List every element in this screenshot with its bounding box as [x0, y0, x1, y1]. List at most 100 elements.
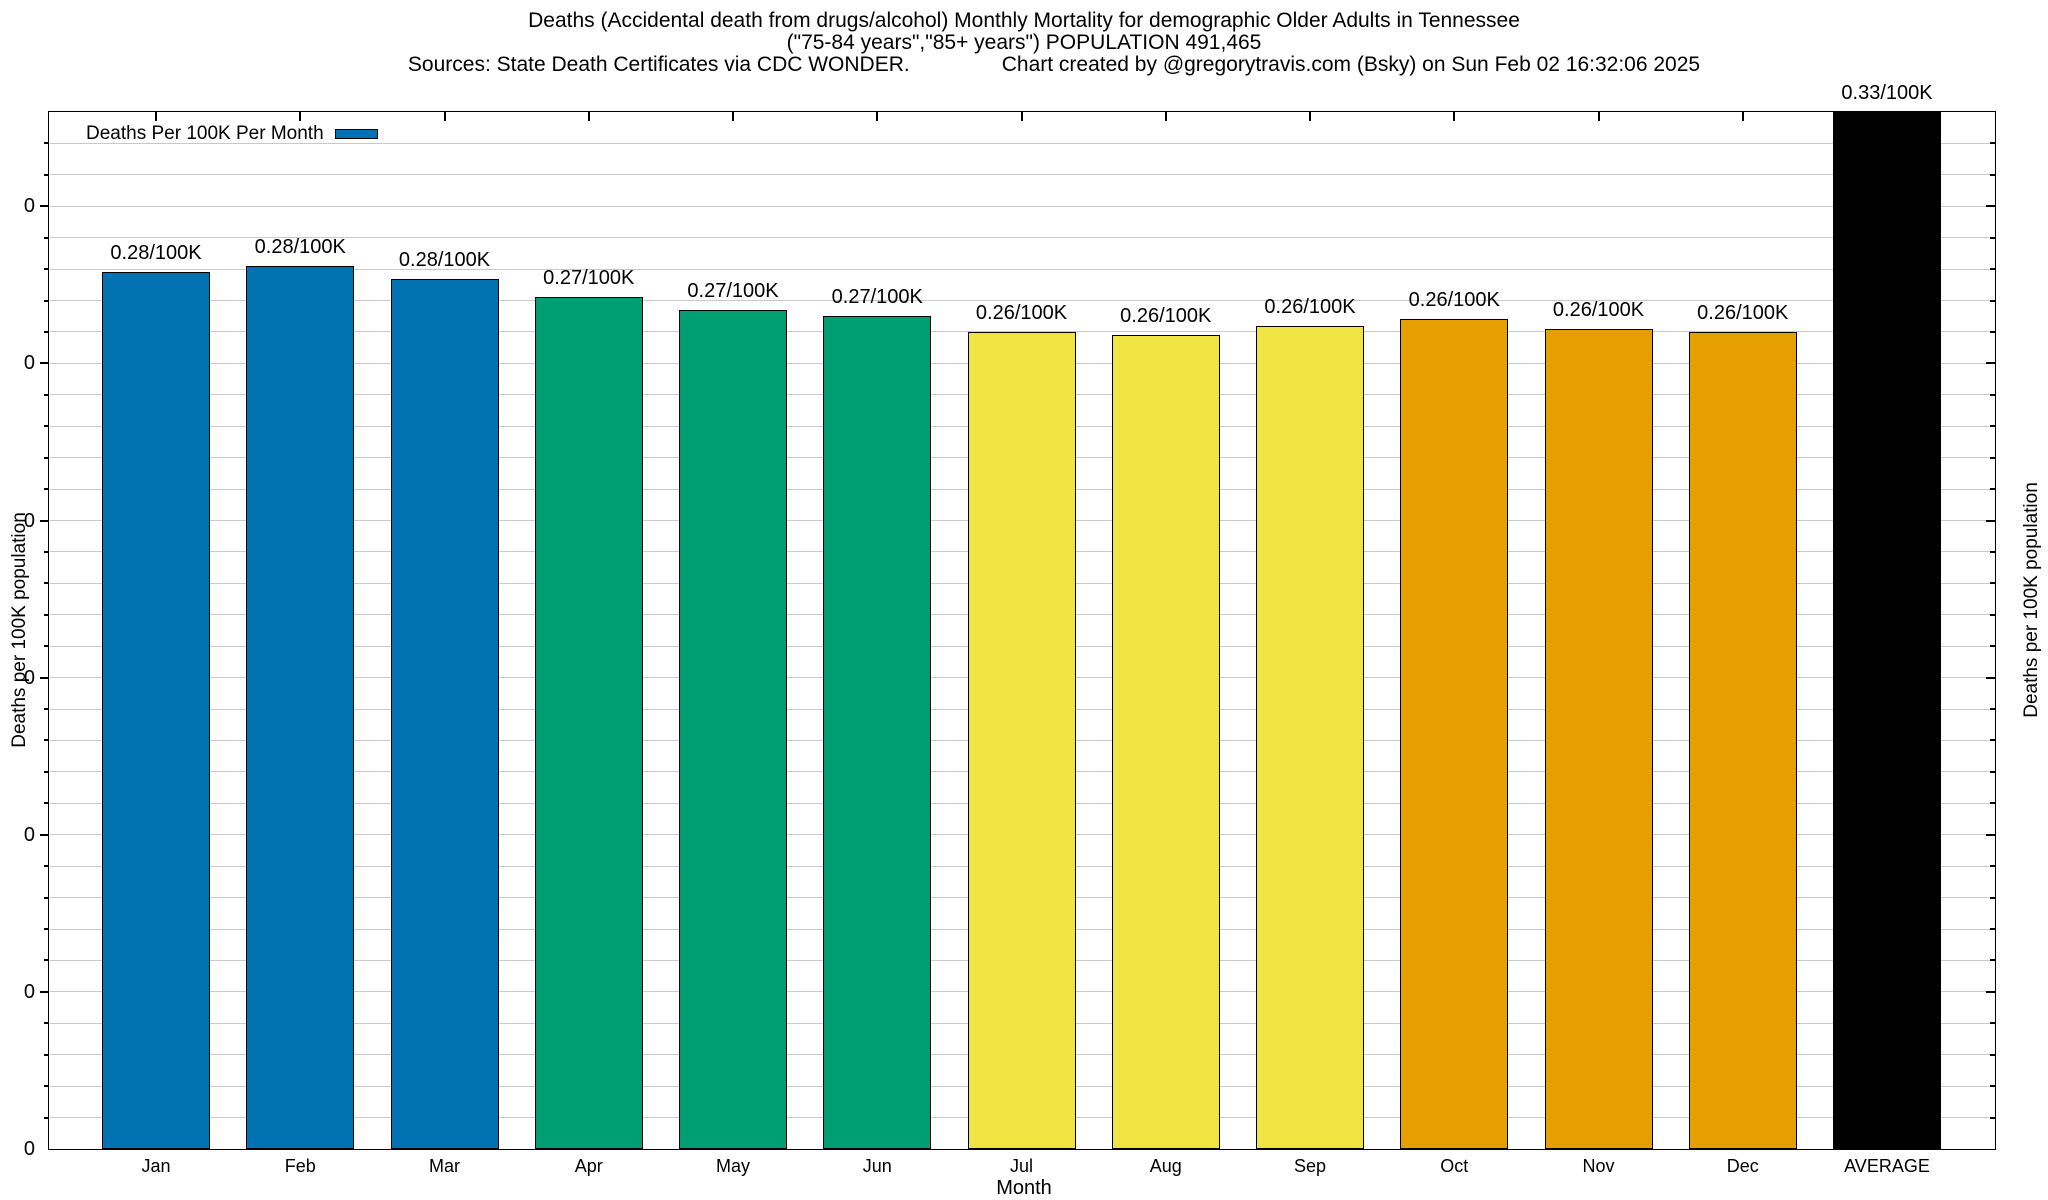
- y-minor-tick-left: [44, 488, 49, 491]
- y-minor-tick-left: [44, 802, 49, 805]
- bar-mar: [390, 278, 499, 1149]
- y-minor-tick-right: [1990, 708, 1995, 711]
- y-minor-tick-right: [1990, 739, 1995, 742]
- y-minor-tick-right: [1990, 299, 1995, 302]
- x-top-tick: [1309, 112, 1311, 121]
- x-tick-label-average: AVERAGE: [1844, 1156, 1930, 1176]
- y-minor-tick-right: [1990, 802, 1995, 805]
- y-gridline: [50, 237, 1994, 239]
- y-minor-tick-left: [44, 865, 49, 868]
- y-gridline: [50, 205, 1994, 207]
- y-minor-tick-left: [44, 173, 49, 176]
- x-tick-label-jul: Jul: [1009, 1156, 1033, 1176]
- y-gridline: [50, 300, 1994, 302]
- bar-value-label: 0.28/100K: [254, 235, 346, 258]
- x-axis-label: Month: [996, 1177, 1052, 1199]
- bar-nov: [1544, 328, 1653, 1149]
- y-gridline: [50, 142, 1994, 144]
- y-minor-tick-right: [1990, 456, 1995, 459]
- bar-oct: [1400, 319, 1509, 1149]
- y-axis-label-left: Deaths per 100K population: [9, 512, 30, 748]
- x-tick-label-jan: Jan: [141, 1156, 171, 1176]
- y-minor-tick-left: [44, 1022, 49, 1025]
- y-minor-tick-left: [44, 1085, 49, 1088]
- chart-subtitle-row: Sources: State Death Certificates via CD…: [60, 53, 2048, 77]
- x-tick-label-mar: Mar: [429, 1156, 460, 1176]
- y-minor-tick-right: [1990, 330, 1995, 333]
- y-gridline: [50, 268, 1994, 270]
- bar-feb: [246, 265, 355, 1149]
- y-minor-tick-left: [44, 928, 49, 931]
- x-top-tick: [1597, 112, 1600, 121]
- y-axis-label-right: Deaths per 100K population: [2021, 482, 2042, 718]
- bar-value-label: 0.26/100K: [975, 301, 1068, 324]
- y-minor-tick-left: [44, 708, 49, 711]
- y-major-tick-left: [40, 990, 49, 993]
- x-tick-label-sep: Sep: [1293, 1156, 1327, 1176]
- x-top-tick: [155, 112, 157, 121]
- y-tick-label: 0: [23, 823, 35, 846]
- y-minor-tick-left: [44, 1116, 49, 1119]
- y-minor-tick-left: [44, 645, 49, 648]
- x-tick-label-nov: Nov: [1582, 1156, 1615, 1176]
- y-minor-tick-right: [1990, 488, 1995, 491]
- y-tick-label: 0: [23, 666, 35, 689]
- bar-apr: [534, 297, 643, 1149]
- y-minor-tick-left: [44, 770, 49, 773]
- y-minor-tick-right: [1990, 173, 1995, 176]
- bar-aug: [1111, 335, 1220, 1149]
- y-minor-tick-right: [1990, 613, 1995, 616]
- y-major-tick-right: [1986, 205, 1995, 208]
- bar-value-label: 0.28/100K: [398, 248, 491, 271]
- bar-jun: [823, 316, 932, 1149]
- y-minor-tick-right: [1990, 425, 1995, 428]
- y-tick-label: 0: [23, 1138, 35, 1160]
- y-minor-tick-right: [1990, 645, 1995, 648]
- y-minor-tick-right: [1990, 1116, 1995, 1119]
- x-tick-label-feb: Feb: [284, 1156, 316, 1176]
- y-minor-tick-left: [44, 456, 49, 459]
- y-minor-tick-left: [44, 582, 49, 585]
- y-minor-tick-left: [44, 739, 49, 742]
- bar-value-label: 0.27/100K: [543, 267, 635, 290]
- y-minor-tick-left: [44, 299, 49, 302]
- y-major-tick-right: [1986, 676, 1995, 679]
- x-top-tick: [587, 112, 590, 121]
- y-tick-label: 0: [23, 509, 35, 532]
- credit-text: Chart created by @gregorytravis.com (Bsk…: [1001, 53, 1701, 76]
- y-major-tick-left: [40, 205, 49, 208]
- y-minor-tick-right: [1990, 1085, 1995, 1088]
- x-top-tick: [1164, 112, 1167, 121]
- bar-value-label: 0.26/100K: [1120, 305, 1212, 328]
- y-tick-label: 0: [23, 980, 35, 1003]
- bar-may: [679, 309, 787, 1149]
- y-minor-tick-left: [44, 236, 49, 239]
- y-major-tick-left: [40, 833, 49, 836]
- y-major-tick-left: [40, 519, 49, 522]
- plot-area: [48, 111, 1996, 1150]
- y-minor-tick-left: [44, 959, 49, 962]
- bar-jul: [967, 331, 1076, 1149]
- x-top-tick: [876, 112, 879, 121]
- bar-value-label: 0.33/100K: [1841, 82, 1933, 104]
- y-minor-tick-right: [1990, 865, 1995, 868]
- x-top-tick: [443, 112, 446, 121]
- x-tick-label-aug: Aug: [1149, 1156, 1182, 1176]
- bar-value-label: 0.27/100K: [687, 279, 779, 302]
- x-top-tick: [299, 112, 302, 121]
- y-major-tick-right: [1986, 833, 1995, 836]
- x-tick-label-dec: Dec: [1726, 1156, 1759, 1176]
- y-major-tick-left: [40, 676, 49, 679]
- y-tick-label: 0: [23, 352, 35, 375]
- x-top-tick: [1741, 112, 1744, 121]
- x-top-tick: [732, 112, 734, 121]
- y-gridline: [50, 174, 1994, 176]
- y-minor-tick-left: [44, 896, 49, 899]
- y-minor-tick-left: [44, 330, 49, 333]
- y-minor-tick-right: [1990, 550, 1995, 553]
- bar-value-label: 0.26/100K: [1697, 301, 1789, 324]
- chart-title-line2: ("75-84 years","85+ years") POPULATION 4…: [786, 31, 1262, 54]
- y-minor-tick-left: [44, 550, 49, 553]
- y-major-tick-right: [1986, 990, 1995, 993]
